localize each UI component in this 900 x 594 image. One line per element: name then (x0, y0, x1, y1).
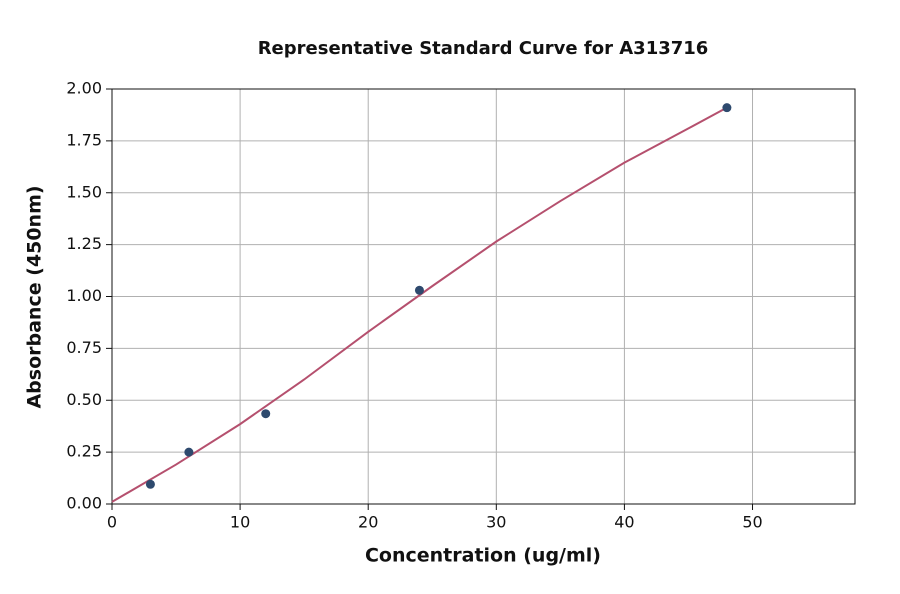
chart-title: Representative Standard Curve for A31371… (258, 38, 709, 59)
data-point (145, 479, 155, 489)
y-tick-label: 0.75 (66, 338, 102, 357)
fit-curve (111, 106, 728, 503)
y-tick-label: 1.75 (66, 130, 102, 149)
x-tick-label: 0 (107, 513, 117, 532)
data-point (414, 285, 424, 295)
data-point (184, 447, 194, 457)
y-tick-label: 0.00 (66, 494, 102, 513)
x-tick-label: 50 (742, 513, 762, 532)
y-tick-label: 1.00 (66, 286, 102, 305)
y-tick-label: 1.50 (66, 182, 102, 201)
x-tick-label: 20 (358, 513, 378, 532)
y-tick-label: 0.25 (66, 442, 102, 461)
plot-frame (111, 88, 856, 505)
x-tick-label: 10 (230, 513, 250, 532)
x-tick-label: 30 (486, 513, 506, 532)
x-axis-label: Concentration (ug/ml) (365, 545, 601, 567)
x-tick-label: 40 (614, 513, 634, 532)
y-tick-label: 0.50 (66, 390, 102, 409)
y-axis-label: Absorbance (450nm) (24, 185, 46, 408)
y-tick-label: 2.00 (66, 79, 102, 98)
y-tick-label: 1.25 (66, 234, 102, 253)
data-point (261, 409, 271, 419)
data-point (722, 103, 732, 113)
